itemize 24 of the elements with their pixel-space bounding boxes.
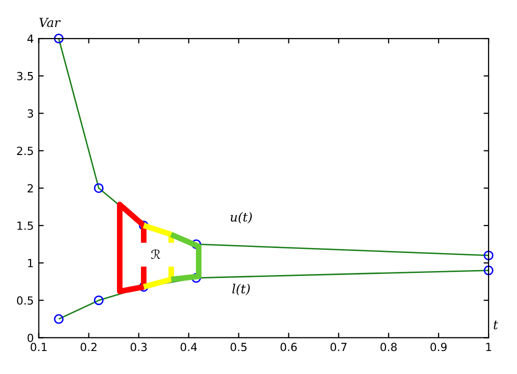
x-tick-label: 1 bbox=[486, 342, 492, 352]
x-tick-label: 0.1 bbox=[30, 342, 47, 352]
y-tick-label: 0.5 bbox=[16, 296, 33, 305]
x-tick-label: 0.6 bbox=[280, 342, 297, 352]
y-tick-label: 1.5 bbox=[17, 222, 33, 230]
y-tick-label: 4 bbox=[27, 34, 34, 43]
annotation: ℛ bbox=[151, 249, 160, 259]
y-tick-label: 2.5 bbox=[17, 146, 33, 156]
y-axis-title: Var bbox=[39, 18, 61, 28]
x-tick-label: 0.7 bbox=[330, 342, 347, 352]
x-tick-label: 0.2 bbox=[80, 342, 96, 352]
x-tick-label: 0.9 bbox=[430, 342, 447, 352]
annotation: u(t) bbox=[230, 212, 252, 224]
y-tick-label: 3 bbox=[28, 109, 34, 118]
x-tick-label: 0.5 bbox=[230, 342, 247, 352]
x-tick-label: 0.8 bbox=[380, 342, 397, 352]
annotation: l(t) bbox=[232, 284, 250, 296]
y-tick-label: 2 bbox=[28, 184, 33, 192]
y-tick-label: 0 bbox=[28, 334, 34, 342]
y-tick-label: 1 bbox=[28, 259, 33, 268]
x-tick-label: 0.4 bbox=[180, 342, 197, 352]
y-tick-label: 3.5 bbox=[17, 72, 33, 80]
x-tick-label: 0.3 bbox=[130, 342, 147, 352]
x-axis-title: t bbox=[494, 320, 498, 330]
